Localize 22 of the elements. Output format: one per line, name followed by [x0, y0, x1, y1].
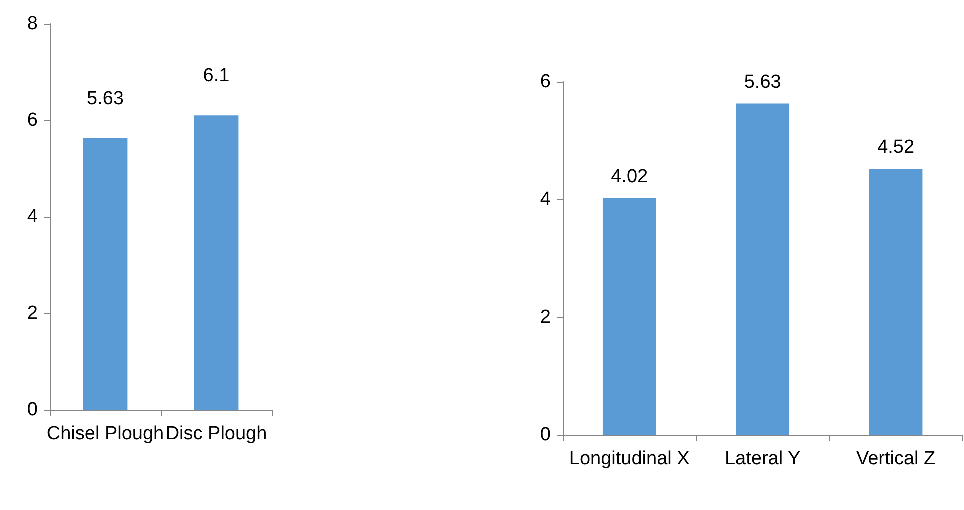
y-tick-label: 4 — [540, 189, 552, 210]
data-label: 5.63 — [744, 72, 782, 93]
y-tick-label: 0 — [540, 424, 551, 446]
y-tick-label: 2 — [27, 303, 38, 324]
bar — [869, 169, 923, 435]
y-tick-label: 6 — [540, 72, 551, 92]
bar — [602, 198, 656, 435]
y-tick-label: 8 — [27, 14, 38, 34]
y-tick-label: 6 — [27, 110, 38, 131]
x-tick-label: Vertical Z — [856, 448, 936, 470]
y-tick-label: 4 — [27, 206, 38, 228]
x-tick-label: Longitudinal X — [569, 448, 690, 470]
x-tick-label: Lateral Y — [724, 448, 802, 470]
x-tick-label: Disc Plough — [166, 424, 268, 444]
data-label: 4.02 — [611, 166, 648, 188]
data-label: 5.63 — [87, 88, 124, 110]
bar — [736, 104, 790, 435]
data-label: 4.52 — [878, 137, 915, 158]
y-tick-label: 0 — [27, 400, 38, 420]
y-tick-label: 2 — [540, 306, 551, 328]
x-tick-label: Chisel Plough — [46, 424, 164, 444]
data-label: 6.1 — [203, 66, 230, 87]
